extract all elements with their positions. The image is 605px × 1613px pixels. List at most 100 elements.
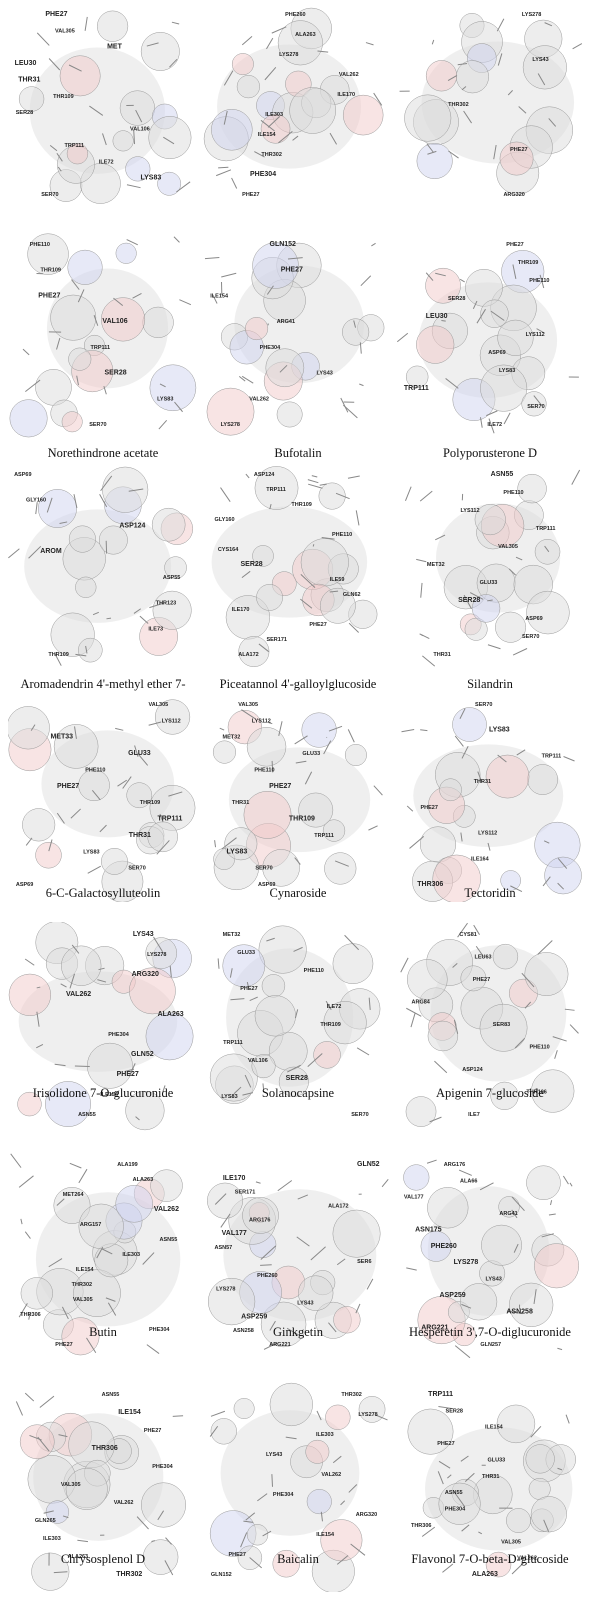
panel-caption: Apigenin 7-glucoside [436, 1086, 544, 1100]
bond-stick [511, 1196, 525, 1212]
residue-sphere [480, 364, 528, 412]
docking-image: MET32 GLU33 PHE110 PHE27 ILE72 THR109 TRP111 VA… [203, 922, 393, 1132]
bond-stick [56, 152, 63, 162]
bond-stick [76, 375, 79, 386]
residue-sphere [319, 587, 356, 624]
residue-label: PHE260 [285, 12, 306, 18]
docking-image: ARG176 ALA66 VAL177 ARG41 ASN175 PHE260 LYS278… [395, 1152, 585, 1362]
bond-stick [554, 1050, 558, 1059]
residue-sphere [233, 1398, 255, 1419]
bond-stick [307, 1053, 323, 1067]
residue-label: ILE154 [485, 1425, 504, 1431]
bond-stick [20, 1218, 23, 1225]
bond-stick [447, 1474, 452, 1479]
docking-panel: GLN52 ILE170 SER171 ALA172 ARG176 VAL177 ASN57… [203, 1152, 393, 1380]
residue-sphere [27, 233, 69, 275]
residue-sphere [406, 959, 448, 1000]
bond-stick [294, 857, 301, 865]
panel-caption: Baicalin [277, 1552, 319, 1566]
bond-stick [513, 1243, 519, 1253]
residue-sphere [525, 1444, 555, 1474]
residue-label: PHE27 [117, 1071, 139, 1078]
residue-label: PHE110 [529, 1045, 549, 1051]
binding-pocket-render: PHE27 THR109 PHE110 SER28 LEU30 LYS112 ASP69 LY… [396, 242, 579, 434]
residue-sphere [45, 1500, 70, 1524]
residue-label: VAL106 [130, 127, 150, 133]
residue-label: THR109 [53, 94, 73, 100]
residue-label: LYS278 [454, 1259, 479, 1266]
bond-stick [406, 1007, 422, 1017]
bond-stick [36, 986, 41, 989]
residue-label: GLU33 [487, 1457, 505, 1463]
residue-sphere [96, 10, 129, 42]
bond-stick [169, 58, 178, 68]
residue-sphere [460, 965, 487, 992]
residue-label: THR31 [18, 76, 40, 83]
residue-sphere [35, 841, 62, 869]
residue-label: TRP111 [314, 833, 334, 839]
bond-stick [214, 840, 217, 848]
bond-stick [329, 132, 338, 145]
bond-stick [173, 236, 180, 243]
bond-stick [508, 568, 517, 576]
residue-label: SER28 [241, 561, 263, 568]
bond-stick [336, 1258, 346, 1266]
bond-stick [223, 70, 234, 86]
bond-stick [328, 1322, 337, 1333]
bond-stick [542, 876, 551, 887]
binding-pocket-render: VAL305 LYS112 MET33 GLU33 PHE110 PHE27 THR109 T… [8, 699, 196, 902]
bond-stick [209, 1425, 219, 1437]
bond-stick [469, 592, 484, 600]
bond-stick [310, 1246, 326, 1261]
binding-pocket-render: CYS81 LEU63 PHE27 ARG84 SER83 PHE110 ASP124 THR… [400, 922, 579, 1127]
bond-stick [87, 865, 101, 874]
residue-label: ASP124 [462, 1067, 483, 1073]
bond-stick [159, 383, 166, 388]
residue-sphere [242, 1197, 279, 1234]
residue-label: THR109 [289, 816, 315, 823]
bond-stick [15, 1401, 24, 1416]
bond-stick [416, 558, 427, 563]
bond-stick [453, 1019, 459, 1034]
residue-label: ALA263 [472, 1571, 498, 1578]
residue-sphere [20, 1277, 53, 1310]
docking-panel: ASN55 ILE154 PHE27 THR306 PHE304 VAL305 VAL262… [8, 1382, 198, 1610]
bond-stick [295, 760, 307, 764]
panel-caption: Cynaroside [269, 886, 327, 900]
bond-stick [53, 1571, 68, 1574]
residue-sphere [438, 1482, 481, 1525]
bond-stick [497, 754, 507, 763]
bond-stick [445, 378, 459, 389]
bond-stick [268, 722, 273, 725]
bond-stick [524, 1001, 532, 1009]
docking-panel: SER70 LYS83 TRP111 THR31 PHE27 LYS112 ILE164 TH… [395, 692, 585, 920]
docking-image: THR302 LYS278 ILE303 LYS43 VAL262 PHE304 ARG32… [203, 1382, 393, 1592]
residue-sphere [254, 466, 299, 510]
bond-stick [56, 1198, 65, 1206]
residue-label: ASP69 [258, 882, 275, 888]
residue-sphere [246, 727, 287, 767]
bond-stick [429, 1116, 442, 1123]
residue-sphere [425, 60, 458, 92]
residue-label: TRP111 [542, 753, 562, 759]
residue-sphere [45, 1081, 91, 1127]
binding-pocket-render: GLN152 PHE27 ILE154 ARG41 PHE304 LYS43 VAL262 L… [204, 241, 385, 436]
docking-image: ASP69 GLY160 ASP124 AROM ASP55 THR123 ILE73 THR… [8, 462, 198, 672]
bond-stick [557, 858, 568, 869]
bond-stick [479, 417, 483, 428]
residue-sphere [333, 1306, 361, 1334]
panel-caption: Silandrin [467, 677, 513, 691]
residue-sphere [298, 792, 334, 828]
bond-stick [287, 1064, 301, 1073]
residue-label: ILE72 [487, 422, 502, 428]
residue-label: PHE27 [437, 1441, 454, 1447]
residue-label: PHE304 [152, 1464, 173, 1470]
bond-stick [356, 1047, 370, 1056]
bond-stick [238, 375, 246, 382]
panel-caption: Bufotalin [274, 446, 322, 460]
residue-label: GLY160 [215, 517, 235, 523]
bond-stick [157, 1510, 165, 1521]
residue-sphere [301, 712, 337, 748]
residue-label: MET32 [223, 932, 241, 938]
